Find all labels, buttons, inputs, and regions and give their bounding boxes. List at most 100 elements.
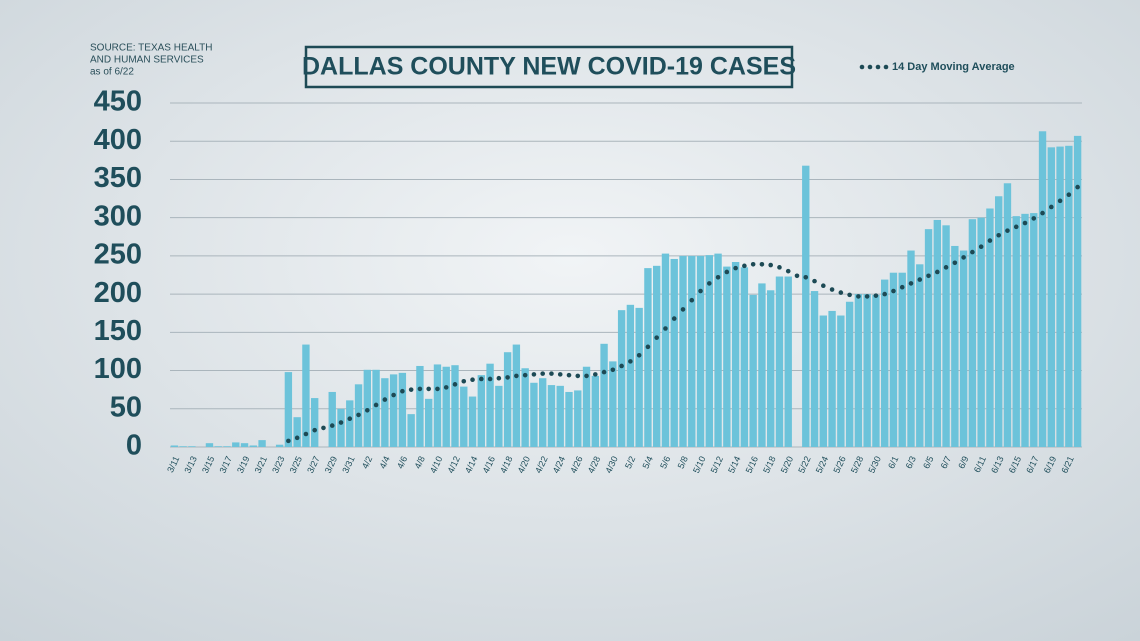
moving-average-dot (505, 375, 510, 380)
moving-average-dot (978, 244, 984, 250)
moving-average-dot (663, 326, 668, 331)
bar (872, 294, 880, 447)
x-tick-label: 6/5 (921, 455, 935, 471)
bar (617, 310, 626, 447)
moving-average-dot (847, 292, 852, 298)
moving-average-dot (785, 268, 791, 274)
bar (635, 307, 643, 447)
bar (179, 446, 187, 447)
bar (705, 255, 713, 447)
bar (302, 344, 310, 447)
moving-average-dot (1075, 184, 1080, 190)
x-tick-label: 5/6 (658, 455, 672, 471)
bar (837, 315, 845, 447)
bar (854, 294, 863, 447)
bar (539, 378, 547, 447)
moving-average-dot (1013, 224, 1019, 230)
moving-average-dot (601, 369, 607, 375)
bar (968, 219, 977, 447)
moving-average-dot (768, 262, 773, 268)
bar (819, 315, 827, 447)
bar (240, 443, 249, 447)
bar (898, 272, 906, 447)
bar (653, 265, 661, 447)
bar (337, 408, 345, 447)
moving-average-dot (689, 297, 695, 303)
bar (565, 391, 573, 447)
y-tick-label: 100 (94, 353, 142, 385)
bar (372, 369, 380, 447)
bar (1047, 147, 1055, 448)
y-tick-label: 450 (94, 86, 142, 118)
legend-dot (883, 64, 889, 70)
moving-average-dot (680, 307, 686, 312)
moving-average-dot (461, 378, 467, 384)
moving-average-dot (838, 290, 844, 295)
moving-average-dot (487, 376, 493, 382)
bar (442, 366, 450, 447)
bar (740, 267, 749, 447)
moving-average-dot (777, 265, 782, 270)
moving-average-dot (1049, 204, 1054, 210)
bar (924, 229, 933, 447)
bar (1038, 131, 1047, 448)
moving-average-dot (286, 438, 291, 444)
bar (828, 310, 836, 447)
moving-average-dot (636, 352, 642, 358)
moving-average-dot (856, 294, 861, 299)
bar (784, 276, 792, 447)
y-tick-label: 0 (126, 430, 142, 462)
moving-average-dot (303, 431, 309, 437)
moving-average-dot (382, 397, 388, 402)
bar (486, 363, 494, 447)
chart-title: DALLAS COUNTY NEW COVID-19 CASES (302, 53, 796, 81)
moving-average-dot (329, 423, 335, 428)
bar (1065, 145, 1073, 447)
bar (723, 266, 731, 447)
x-tick-label: 4/6 (395, 455, 409, 471)
bar (802, 165, 810, 447)
moving-average-dot (952, 260, 958, 266)
bar (591, 375, 599, 447)
moving-average-dot (514, 373, 519, 379)
bar (425, 398, 433, 447)
moving-average-dot (899, 284, 905, 290)
bar (758, 283, 766, 447)
moving-average-dot (1005, 228, 1010, 233)
moving-average-dot (724, 269, 730, 275)
y-tick-label: 250 (94, 239, 142, 271)
source-line: AND HUMAN SERVICES (90, 55, 204, 66)
bar (495, 385, 503, 447)
bar (863, 294, 871, 447)
moving-average-dot (540, 371, 545, 376)
bar (582, 366, 591, 447)
moving-average-dot (645, 344, 651, 350)
source-line: SOURCE: TEXAS HEALTH (90, 43, 212, 54)
bar (775, 276, 784, 447)
bar (205, 443, 214, 447)
moving-average-dot (593, 372, 598, 377)
bar (293, 417, 301, 447)
bar (959, 250, 968, 447)
bar (521, 368, 529, 447)
x-tick-label: 5/2 (623, 455, 637, 471)
bar (556, 385, 564, 447)
bar (661, 253, 670, 447)
bar (995, 196, 1003, 447)
bar (977, 217, 985, 447)
bar (170, 445, 179, 447)
y-tick-label: 50 (110, 391, 142, 423)
bar (714, 253, 722, 447)
moving-average-dot (803, 274, 809, 280)
moving-average-dot (400, 388, 405, 394)
bar (688, 255, 696, 447)
y-tick-label: 200 (94, 277, 142, 309)
bar (1073, 135, 1082, 448)
moving-average-dot (1040, 210, 1045, 216)
moving-average-dot (610, 367, 616, 373)
moving-average-dot (391, 392, 396, 398)
bar (696, 255, 705, 447)
source-line: as of 6/22 (90, 67, 134, 78)
